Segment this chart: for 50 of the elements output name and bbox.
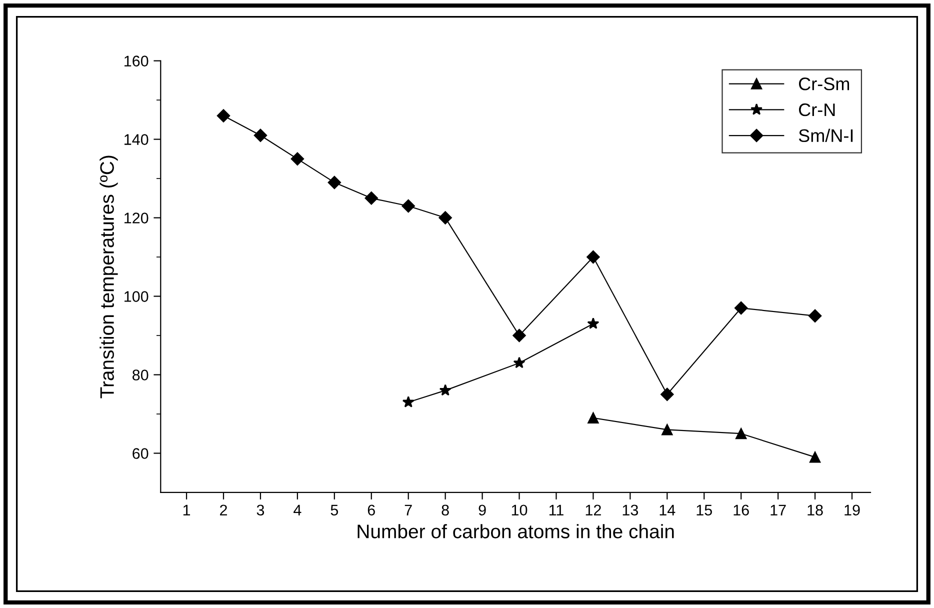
point bbox=[660, 388, 674, 401]
x-tick-label: 2 bbox=[220, 504, 227, 516]
point bbox=[328, 176, 341, 190]
point bbox=[438, 211, 452, 224]
legend-label: Cr-N bbox=[798, 103, 835, 116]
y-tick-label: 80 bbox=[132, 370, 148, 380]
x-tick-label: 7 bbox=[404, 504, 412, 516]
y-tick-label: 120 bbox=[124, 212, 148, 224]
point bbox=[290, 152, 304, 166]
x-tick-label: 17 bbox=[770, 504, 786, 516]
x-tick-label: 18 bbox=[808, 504, 823, 516]
point bbox=[513, 356, 526, 368]
y-tick-label: 100 bbox=[124, 291, 148, 302]
legend-label: Sm/N-I bbox=[798, 128, 853, 142]
x-tick-label: 12 bbox=[586, 504, 601, 516]
y-tick-label: 140 bbox=[124, 134, 148, 145]
point bbox=[734, 301, 748, 315]
point bbox=[254, 128, 268, 142]
point bbox=[808, 309, 822, 322]
x-tick-label: 9 bbox=[478, 504, 486, 516]
point bbox=[402, 396, 414, 408]
y-tick-label: 160 bbox=[124, 56, 148, 66]
x-tick-label: 8 bbox=[442, 504, 449, 516]
x-tick-label: 10 bbox=[512, 504, 528, 516]
y-tick-label: 60 bbox=[132, 448, 148, 459]
x-tick-label: 1 bbox=[183, 504, 190, 516]
point bbox=[586, 250, 600, 264]
x-tick-label: 13 bbox=[622, 504, 638, 516]
legend-label: Cr-Sm bbox=[798, 78, 850, 90]
x-axis-title: Number of carbon atoms in the chain bbox=[358, 524, 674, 538]
x-tick-label: 5 bbox=[330, 504, 338, 516]
x-tick-label: 11 bbox=[549, 504, 564, 516]
x-tick-label: 4 bbox=[294, 504, 302, 516]
point bbox=[736, 428, 747, 440]
point bbox=[662, 424, 673, 436]
x-tick-label: 15 bbox=[696, 504, 712, 516]
point bbox=[809, 452, 821, 463]
point bbox=[512, 328, 526, 342]
point bbox=[439, 384, 452, 396]
point bbox=[364, 192, 378, 205]
x-tick-label: 14 bbox=[660, 504, 676, 516]
x-tick-label: 16 bbox=[734, 504, 749, 516]
x-tick-label: 6 bbox=[368, 504, 375, 516]
x-tick-label: 3 bbox=[256, 504, 264, 516]
point bbox=[216, 109, 230, 122]
x-tick-label: 19 bbox=[844, 504, 860, 516]
point bbox=[587, 317, 600, 329]
point bbox=[402, 199, 415, 213]
y-axis-title: Transition temperatures (ºC) bbox=[100, 156, 118, 398]
point bbox=[588, 412, 599, 424]
